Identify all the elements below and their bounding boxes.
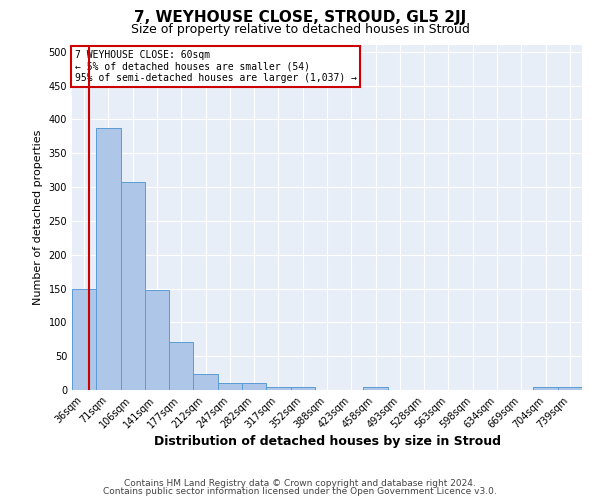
Bar <box>218 383 242 390</box>
Bar <box>96 128 121 390</box>
Text: 7 WEYHOUSE CLOSE: 60sqm
← 5% of detached houses are smaller (54)
95% of semi-det: 7 WEYHOUSE CLOSE: 60sqm ← 5% of detached… <box>74 50 356 84</box>
Text: 7, WEYHOUSE CLOSE, STROUD, GL5 2JJ: 7, WEYHOUSE CLOSE, STROUD, GL5 2JJ <box>134 10 466 25</box>
Text: Contains public sector information licensed under the Open Government Licence v3: Contains public sector information licen… <box>103 487 497 496</box>
Bar <box>364 386 388 390</box>
Bar <box>121 182 145 390</box>
Y-axis label: Number of detached properties: Number of detached properties <box>33 130 43 305</box>
Bar <box>145 290 169 390</box>
Bar <box>72 288 96 390</box>
Bar <box>290 386 315 390</box>
X-axis label: Distribution of detached houses by size in Stroud: Distribution of detached houses by size … <box>154 436 500 448</box>
Bar <box>266 386 290 390</box>
Text: Contains HM Land Registry data © Crown copyright and database right 2024.: Contains HM Land Registry data © Crown c… <box>124 478 476 488</box>
Bar <box>242 383 266 390</box>
Bar <box>533 386 558 390</box>
Bar <box>558 386 582 390</box>
Bar <box>193 374 218 390</box>
Bar <box>169 342 193 390</box>
Text: Size of property relative to detached houses in Stroud: Size of property relative to detached ho… <box>131 22 469 36</box>
